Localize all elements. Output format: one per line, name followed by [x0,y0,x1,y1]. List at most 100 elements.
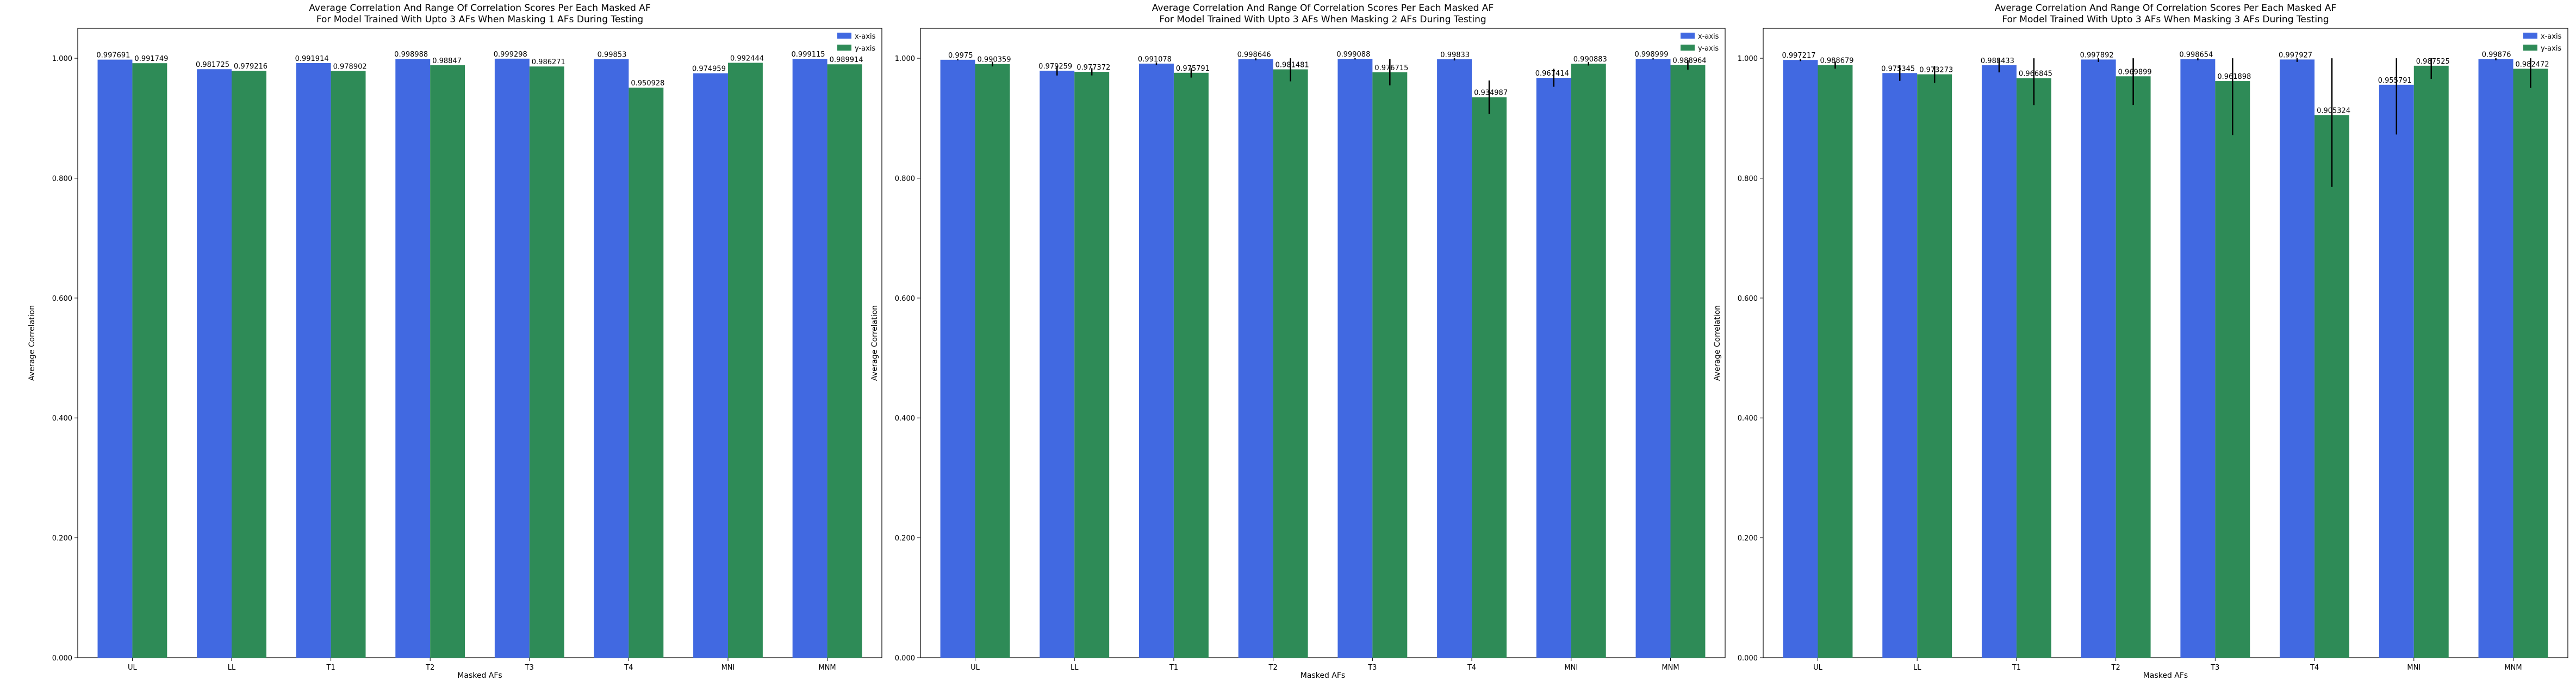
bar-y-axis [1273,69,1308,658]
bar-y-axis [331,71,366,658]
bar-value-label: 0.905324 [2317,107,2350,115]
bar-y-axis [975,64,1010,658]
bar-value-label: 0.988679 [1820,57,1853,65]
bar-y-axis [2513,69,2548,658]
bar-x-axis [2180,59,2216,658]
x-tick-label: LL [1913,664,1921,672]
bar-value-label: 0.98847 [432,57,462,65]
y-tick-label: 0.800 [52,175,72,183]
bar-y-axis [529,66,564,658]
bar-x-axis [1238,59,1273,658]
legend-swatch [1681,45,1695,51]
x-tick-label: T2 [425,664,434,672]
bar-y-axis [727,63,763,658]
bar-value-label: 0.967414 [1535,70,1569,78]
x-axis-label: Masked AFs [2143,671,2188,680]
x-tick-label: MNM [2504,664,2522,672]
bar-value-label: 0.989914 [830,56,863,64]
bar-value-label: 0.991749 [134,55,168,63]
bar-y-axis [2115,76,2151,658]
bar-y-axis [2215,81,2250,658]
plot-frame [1763,28,2568,658]
bar-y-axis [1670,65,1706,658]
y-tick-label: 0.600 [1738,295,1758,303]
bar-x-axis [296,63,331,658]
x-tick-label: T3 [2210,664,2219,672]
y-tick-label: 1.000 [52,55,72,63]
y-tick-label: 0.800 [895,175,915,183]
bar-y-axis [1571,64,1606,658]
legend-swatch [1681,33,1695,39]
legend-swatch [837,45,851,51]
bar-x-axis [594,59,629,658]
y-tick-label: 1.000 [895,55,915,63]
bar-y-axis [232,70,266,658]
y-axis-label: Average Correlation [1713,305,1722,381]
bar-value-label: 0.961898 [2217,73,2251,81]
x-tick-label: T1 [2012,664,2021,672]
chart-subtitle: For Model Trained With Upto 3 AFs When M… [316,14,643,25]
bar-value-label: 0.991914 [295,55,329,63]
legend-label: x-axis [2541,33,2562,41]
bar-value-label: 0.969899 [2118,68,2152,76]
bar-value-label: 0.99833 [1440,51,1470,59]
x-tick-label: LL [1071,664,1079,672]
bar-x-axis [792,59,827,658]
bar-value-label: 0.977372 [1077,64,1110,72]
bar-x-axis [1882,73,1918,658]
bar-y-axis [2413,65,2449,658]
x-tick-label: T4 [624,664,633,672]
bar-x-axis [1138,63,1174,658]
y-axis-label: Average Correlation [28,305,36,381]
legend-label: y-axis [855,45,875,53]
x-tick-label: T2 [1268,664,1278,672]
y-axis-label: Average Correlation [870,305,879,381]
bar-y-axis [827,64,862,658]
x-tick-label: T1 [326,664,335,672]
bar-y-axis [629,88,664,658]
chart-title: Average Correlation And Range Of Correla… [1152,3,1494,14]
chart-panel-1: Average Correlation And Range Of Correla… [28,3,882,680]
x-tick-label: UL [128,664,138,672]
y-tick-label: 0.800 [1738,175,1758,183]
bar-x-axis [693,73,728,658]
y-tick-label: 0.400 [895,415,915,423]
bar-value-label: 0.997892 [2080,51,2114,59]
bar-y-axis [1917,74,1952,658]
bar-value-label: 0.997217 [1782,52,1815,60]
bar-value-label: 0.990883 [1573,55,1607,64]
bar-value-label: 0.966845 [2019,70,2052,78]
y-tick-label: 0.600 [895,295,915,303]
bar-value-label: 0.934987 [1474,89,1508,97]
bar-y-axis [1074,72,1110,658]
x-tick-label: T4 [1467,664,1476,672]
bar-x-axis [395,59,431,658]
y-tick-label: 0.000 [1738,654,1758,663]
x-tick-label: UL [1813,664,1823,672]
bar-value-label: 0.991078 [1138,55,1172,64]
y-tick-label: 0.400 [52,415,72,423]
y-tick-label: 1.000 [1738,55,1758,63]
bar-y-axis [2016,78,2051,658]
y-tick-label: 0.400 [1738,415,1758,423]
bar-y-axis [1818,65,1853,658]
plot-frame [77,28,882,658]
bar-x-axis [1981,65,2017,658]
x-tick-label: MNM [818,664,836,672]
bar-value-label: 0.981725 [196,61,229,69]
bar-value-label: 0.950928 [631,79,664,88]
legend-label: y-axis [2541,45,2561,53]
y-tick-label: 0.200 [1738,535,1758,543]
bar-x-axis [1635,59,1671,658]
x-tick-label: T3 [525,664,534,672]
bar-x-axis [197,69,232,658]
legend-swatch [2523,45,2537,51]
legend-label: x-axis [855,33,876,41]
legend-swatch [837,33,851,39]
bar-value-label: 0.99876 [2482,51,2511,59]
bar-y-axis [1472,97,1507,658]
x-tick-label: UL [970,664,980,672]
bar-x-axis [97,59,133,658]
chart-title: Average Correlation And Range Of Correla… [309,3,650,14]
